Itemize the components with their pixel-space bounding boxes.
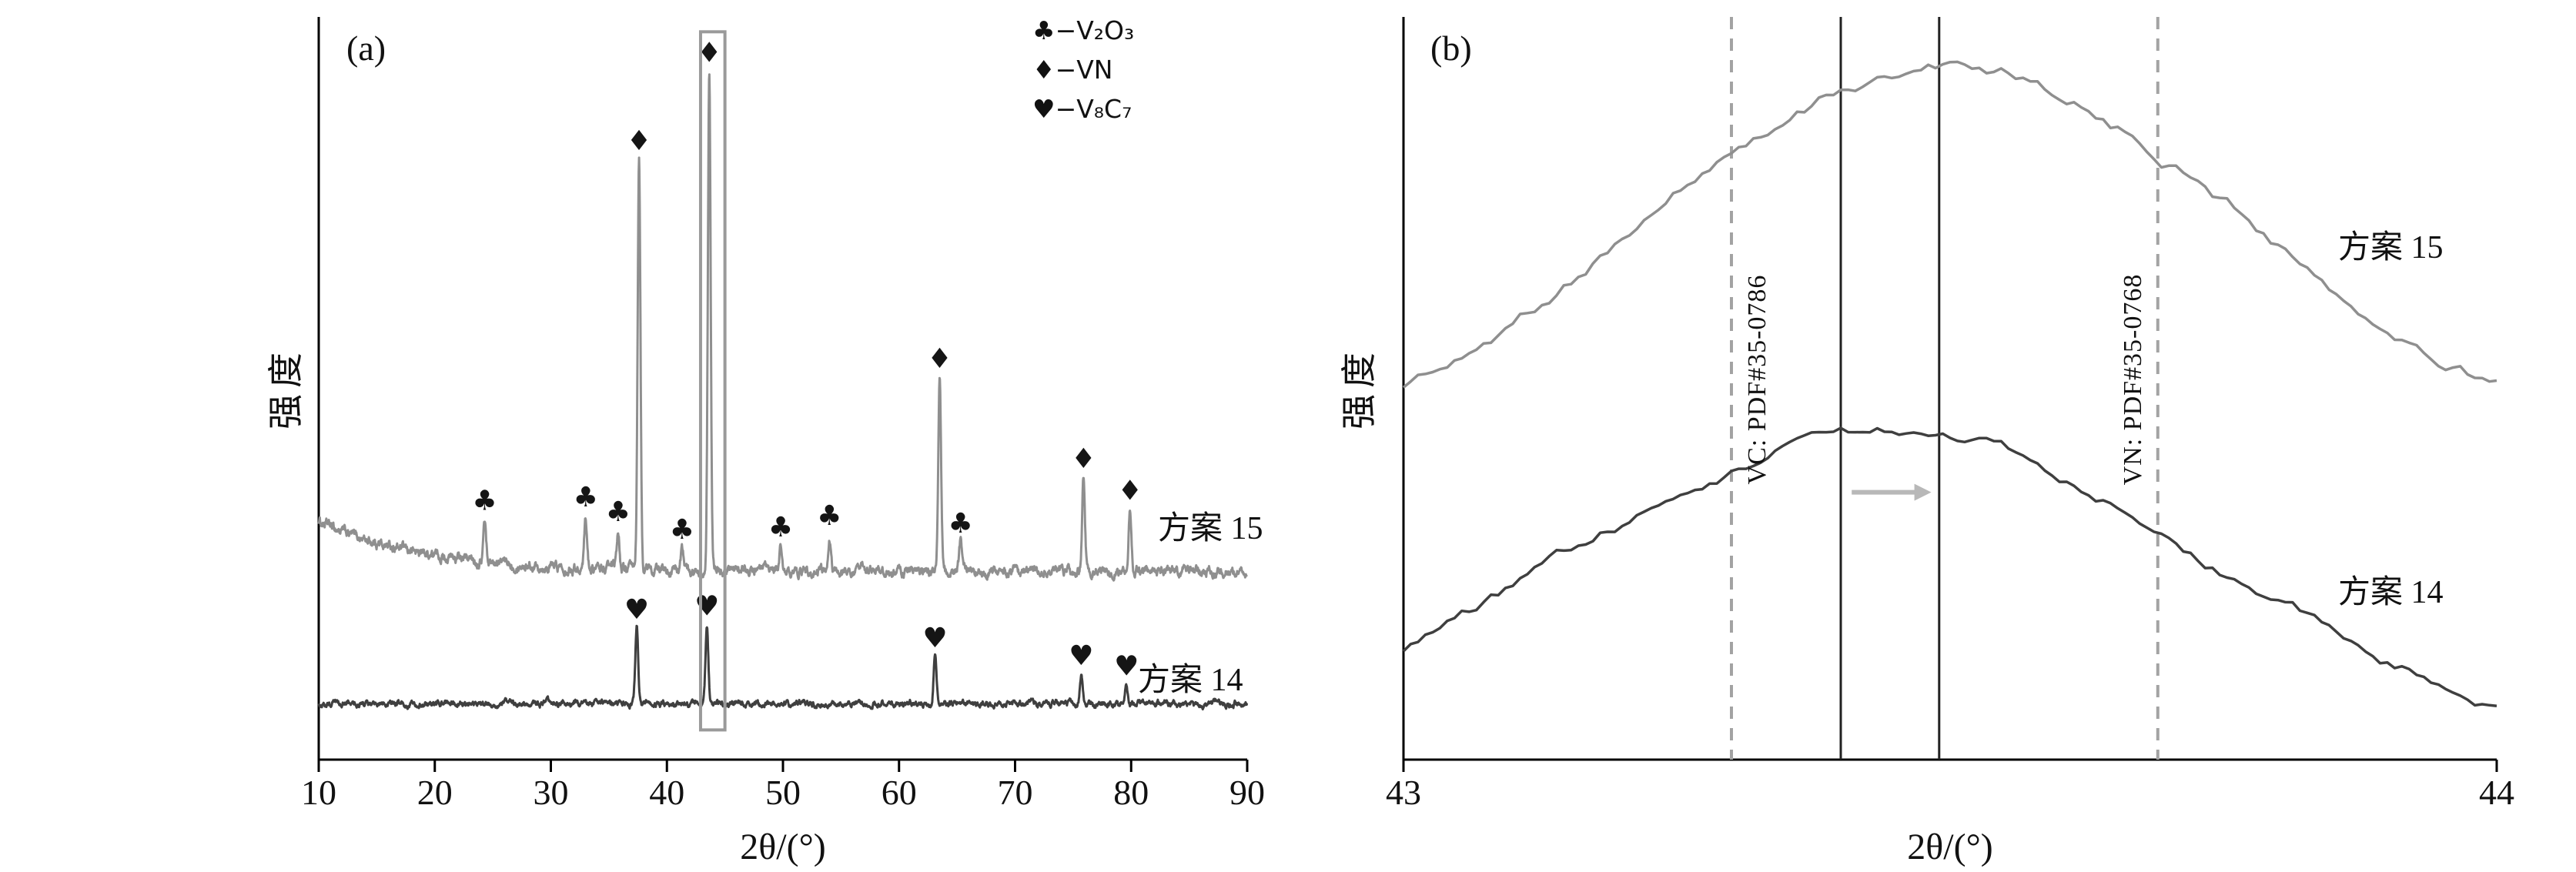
x-tick-label: 10 [301, 773, 336, 812]
peak-marker-heart: ♥ [624, 594, 649, 626]
panel-b-plot: 43 44 [1386, 17, 2514, 812]
peak-marker-diamond: ♦ [927, 343, 952, 375]
peak-marker-heart: ♥ [694, 590, 719, 622]
x-tick-label: 90 [1229, 773, 1265, 812]
x-tick-label: 70 [998, 773, 1033, 812]
x-tick-label: 43 [1386, 773, 1421, 812]
legend: ♣−V₂O₃ ♦−VN ♥−V₈C₇ [1032, 11, 1134, 129]
xrd-trace-zoom-0 [1402, 60, 2497, 389]
peak-marker-diamond: ♦ [1118, 476, 1142, 507]
highlight-box [698, 30, 727, 732]
refline-label-vn: VN: PDF#35-0768 [2119, 273, 2147, 486]
legend-item-vn: ♦−VN [1032, 55, 1113, 85]
panel-a-xaxis-label: 2θ/(°) [740, 827, 826, 867]
peak-marker-club: ♣ [606, 496, 631, 528]
peak-marker-club: ♣ [948, 508, 973, 540]
x-tick-label: 80 [1113, 773, 1149, 812]
peak-marker-diamond: ♦ [1071, 443, 1096, 475]
x-tick-label: 44 [2479, 773, 2514, 812]
series-label-fangan14-b: 方案 14 [2338, 575, 2444, 610]
peak-marker-club: ♣ [670, 514, 694, 546]
panel-a-label: (a) [346, 28, 386, 68]
legend-item-v2o3: ♣−V₂O₃ [1032, 15, 1135, 45]
xrd-trace-1 [317, 624, 1249, 711]
peak-marker-diamond: ♦ [627, 125, 651, 157]
peak-marker-heart: ♥ [1069, 640, 1093, 672]
xrd-trace-zoom-1 [1402, 426, 2497, 708]
x-tick-label: 20 [417, 773, 453, 812]
peak-shift-arrow-head [1914, 483, 1932, 501]
peak-marker-heart: ♥ [922, 623, 947, 654]
x-tick-label: 40 [649, 773, 684, 812]
x-tick-label: 50 [765, 773, 801, 812]
panel-b-yaxis-label: 强度 [1340, 346, 1379, 429]
x-tick-label: 60 [882, 773, 917, 812]
panel-a-yaxis-label: 强度 [266, 346, 306, 429]
xrd-trace-0 [317, 73, 1248, 582]
panel-a-plot: 10 20 30 40 50 60 70 80 90♣ ♣ ♣♦♣♦♣ ♣♦♣♦♦♥ ♥♥♥ ♥ [301, 17, 1265, 812]
x-tick-label: 30 [534, 773, 569, 812]
series-label-fangan15-a: 方案 15 [1158, 511, 1263, 546]
legend-item-v8c7: ♥−V₈C₇ [1032, 94, 1132, 124]
refline-label-vc: VC: PDF#35-0786 [1743, 274, 1771, 485]
series-label-fangan14-a: 方案 14 [1138, 663, 1243, 698]
peak-marker-club: ♣ [574, 482, 598, 513]
panel-b-xaxis-label: 2θ/(°) [1907, 827, 1993, 867]
peak-marker-club: ♣ [472, 485, 497, 516]
series-label-fangan15-b: 方案 15 [2338, 230, 2444, 266]
panel-b-label: (b) [1430, 28, 1472, 68]
peak-marker-heart: ♥ [1114, 650, 1139, 682]
peak-marker-club: ♣ [768, 512, 793, 543]
peak-marker-club: ♣ [817, 500, 841, 532]
